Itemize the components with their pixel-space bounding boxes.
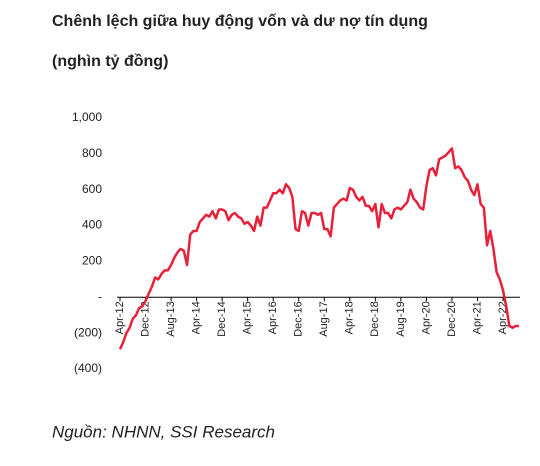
x-tick-label: Dec-20 (446, 301, 458, 336)
source-note: Nguồn: NHNN, SSI Research (52, 422, 275, 441)
chart-title: Chênh lệch giữa huy động vốn và dư nợ tí… (52, 13, 428, 30)
y-tick-label: 400 (82, 218, 102, 232)
y-tick-label: (400) (74, 361, 102, 375)
x-tick-label: Apr-12 (114, 301, 126, 334)
y-tick-label: (200) (74, 325, 102, 339)
x-tick-label: Apr-14 (191, 301, 203, 334)
x-tick-label: Aug-19 (395, 301, 407, 336)
y-tick-label: 600 (82, 182, 102, 196)
y-tick-label: 200 (82, 254, 102, 268)
x-tick-label: Aug-17 (318, 301, 330, 336)
x-tick-label: Apr-20 (420, 301, 432, 334)
y-tick-label: 800 (82, 146, 102, 160)
x-tick-label: Dec-14 (216, 301, 228, 336)
x-tick-label: Aug-13 (165, 301, 177, 336)
x-tick-label: Dec-12 (139, 301, 151, 336)
data-line (118, 147, 519, 350)
y-tick-label: 1,000 (72, 110, 102, 124)
x-tick-label: Apr-15 (242, 301, 254, 334)
x-tick-label: Dec-18 (369, 301, 381, 336)
x-tick-label: Dec-16 (293, 301, 305, 336)
y-tick-label: - (98, 289, 102, 303)
x-tick-label: Apr-18 (344, 301, 356, 334)
x-tick-label: Apr-16 (267, 301, 279, 334)
chart-subtitle: (nghìn tỷ đồng) (52, 53, 168, 70)
x-tick-label: Apr-21 (471, 301, 483, 334)
